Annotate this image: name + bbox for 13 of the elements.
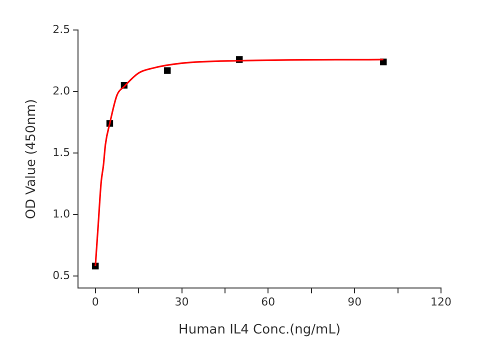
y-tick-label: 2.0 — [52, 84, 70, 98]
y-axis-title: OD Value (450nm) — [24, 99, 40, 220]
x-tick-label: 90 — [348, 296, 362, 309]
y-tick-label: 1.5 — [52, 146, 70, 159]
x-tick-label: 0 — [92, 296, 99, 309]
y-tick-label: 1.0 — [52, 207, 70, 220]
x-axis-title: Human IL4 Conc.(ng/mL) — [178, 322, 341, 338]
x-tick-label: 120 — [430, 296, 452, 309]
x-tick-label: 30 — [174, 296, 189, 309]
x-tick-label: 60 — [261, 296, 276, 309]
y-tick-label: 2.5 — [52, 22, 70, 36]
point — [164, 67, 171, 74]
y-tick-label: 0.5 — [52, 268, 70, 282]
